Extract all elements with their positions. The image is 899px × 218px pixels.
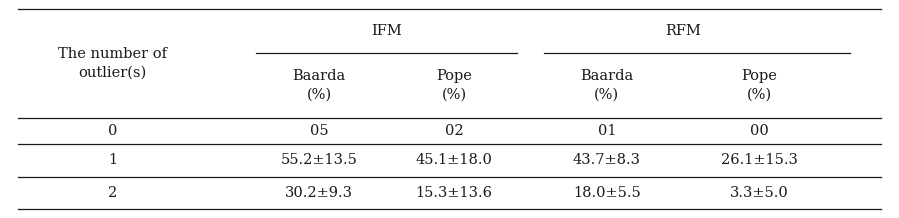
Text: IFM: IFM	[371, 24, 402, 38]
Text: 45.1±18.0: 45.1±18.0	[415, 153, 493, 167]
Text: RFM: RFM	[665, 24, 701, 38]
Text: 01: 01	[598, 124, 616, 138]
Text: 2: 2	[108, 186, 117, 200]
Text: 0: 0	[108, 124, 117, 138]
Text: Baarda
(%): Baarda (%)	[292, 69, 346, 102]
Text: 1: 1	[108, 153, 117, 167]
Text: 05: 05	[310, 124, 328, 138]
Text: 02: 02	[445, 124, 463, 138]
Text: Baarda
(%): Baarda (%)	[580, 69, 634, 102]
Text: 55.2±13.5: 55.2±13.5	[280, 153, 358, 167]
Text: 43.7±8.3: 43.7±8.3	[573, 153, 641, 167]
Text: 30.2±9.3: 30.2±9.3	[285, 186, 353, 200]
Text: 15.3±13.6: 15.3±13.6	[415, 186, 493, 200]
Text: 26.1±15.3: 26.1±15.3	[721, 153, 798, 167]
Text: 00: 00	[751, 124, 769, 138]
Text: 18.0±5.5: 18.0±5.5	[573, 186, 641, 200]
Text: The number of
outlier(s): The number of outlier(s)	[58, 47, 167, 79]
Text: Pope
(%): Pope (%)	[436, 69, 472, 102]
Text: 3.3±5.0: 3.3±5.0	[730, 186, 789, 200]
Text: Pope
(%): Pope (%)	[742, 69, 778, 102]
